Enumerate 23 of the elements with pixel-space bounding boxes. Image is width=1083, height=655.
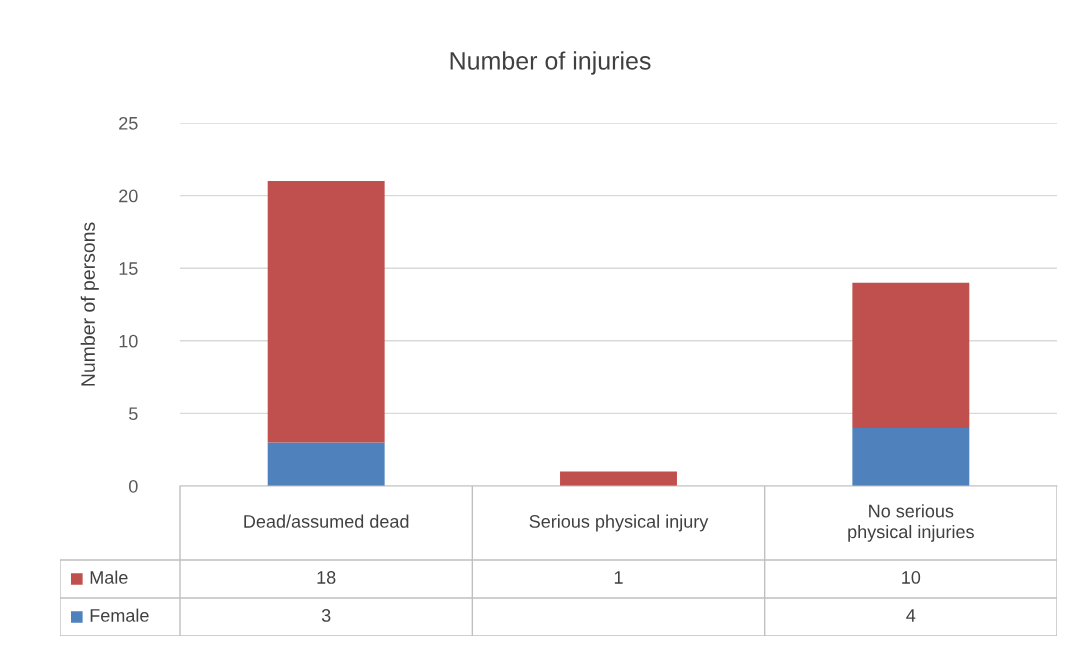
x-tick-label: Serious physical injury: [529, 514, 709, 532]
y-tick-label: 15: [119, 262, 138, 275]
y-tick-label: 25: [119, 116, 138, 130]
legend-label: Male: [90, 570, 128, 584]
x-tick-label: Dead/assumed dead: [244, 514, 409, 528]
data-label: 4: [906, 609, 916, 622]
data-label: 3: [321, 609, 331, 622]
data-label: 18: [317, 571, 336, 584]
bar: [267, 442, 385, 486]
y-tick-label: 0: [129, 479, 138, 493]
chart-title: Number of injuries: [450, 51, 651, 75]
y-tick-label: 5: [129, 407, 138, 421]
data-label: 10: [902, 571, 921, 584]
y-axis-title: Number of persons: [80, 222, 99, 386]
bar: [852, 427, 970, 486]
y-tick-label: 20: [119, 189, 138, 203]
bar: [852, 282, 970, 428]
y-tick-label: 10: [119, 334, 138, 348]
x-tick-label: No serious physical injuries: [848, 504, 974, 542]
bar: [560, 471, 677, 486]
data-label: 1: [614, 571, 623, 584]
legend-label: Female: [90, 608, 149, 622]
bar: [267, 181, 385, 443]
